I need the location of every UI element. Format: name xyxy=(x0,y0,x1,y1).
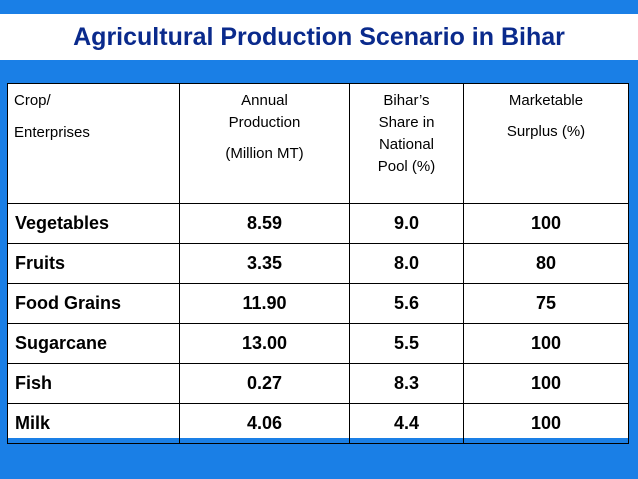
share-cell: 8.0 xyxy=(349,243,464,284)
surplus-cell: 80 xyxy=(463,243,629,284)
table-row: Fruits 3.35 8.0 80 xyxy=(7,243,629,284)
header-annual-production: Annual Production (Million MT) xyxy=(179,83,350,204)
crop-cell: Milk xyxy=(7,403,180,444)
share-cell: 9.0 xyxy=(349,203,464,244)
production-cell: 0.27 xyxy=(179,363,350,404)
production-cell: 8.59 xyxy=(179,203,350,244)
crop-cell: Food Grains xyxy=(7,283,180,324)
share-cell: 8.3 xyxy=(349,363,464,404)
table-row: Fish 0.27 8.3 100 xyxy=(7,363,629,404)
share-cell: 5.6 xyxy=(349,283,464,324)
header-marketable-surplus: Marketable Surplus (%) xyxy=(463,83,629,204)
table-row: Vegetables 8.59 9.0 100 xyxy=(7,203,629,244)
production-cell: 13.00 xyxy=(179,323,350,364)
table-row: Milk 4.06 4.4 100 xyxy=(7,403,629,444)
surplus-cell: 100 xyxy=(463,403,629,444)
production-table-container: Crop/ Enterprises Annual Production (Mil… xyxy=(7,83,629,444)
share-cell: 5.5 xyxy=(349,323,464,364)
header-national-share: Bihar’s Share in National Pool (%) xyxy=(349,83,464,204)
surplus-cell: 100 xyxy=(463,363,629,404)
title-band xyxy=(0,14,638,60)
surplus-cell: 75 xyxy=(463,283,629,324)
production-cell: 3.35 xyxy=(179,243,350,284)
production-cell: 4.06 xyxy=(179,403,350,444)
table-row: Sugarcane 13.00 5.5 100 xyxy=(7,323,629,364)
surplus-cell: 100 xyxy=(463,323,629,364)
crop-cell: Sugarcane xyxy=(7,323,180,364)
slide-title: Agricultural Production Scenario in Biha… xyxy=(73,23,565,51)
table-header-row: Crop/ Enterprises Annual Production (Mil… xyxy=(7,83,629,204)
crop-cell: Fish xyxy=(7,363,180,404)
surplus-cell: 100 xyxy=(463,203,629,244)
crop-cell: Fruits xyxy=(7,243,180,284)
header-crop: Crop/ Enterprises xyxy=(7,83,180,204)
share-cell: 4.4 xyxy=(349,403,464,444)
crop-cell: Vegetables xyxy=(7,203,180,244)
production-table: Crop/ Enterprises Annual Production (Mil… xyxy=(7,83,629,444)
table-row: Food Grains 11.90 5.6 75 xyxy=(7,283,629,324)
production-cell: 11.90 xyxy=(179,283,350,324)
